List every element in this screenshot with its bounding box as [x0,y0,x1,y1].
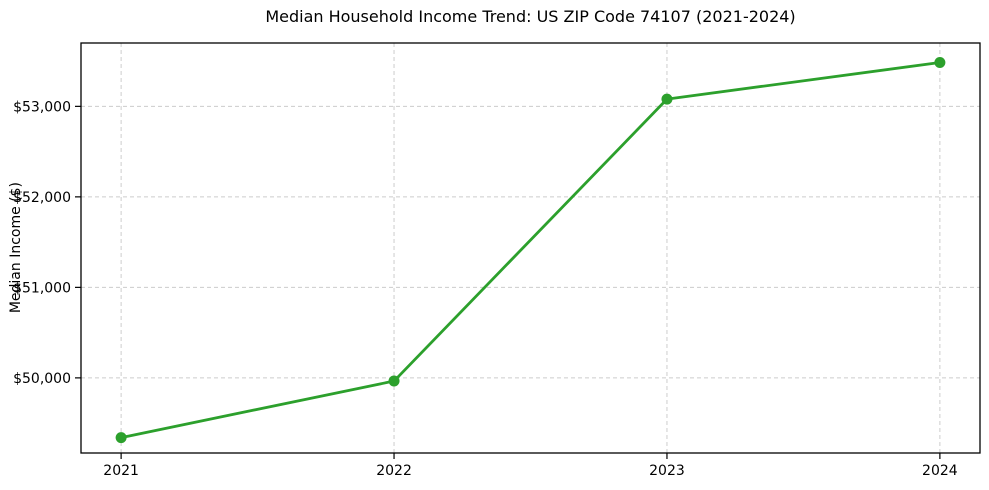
data-point [388,375,400,387]
y-tick-label: $53,000 [13,99,71,115]
x-tick-label: 2022 [376,463,412,479]
y-tick-label: $52,000 [13,190,71,206]
x-tick-label: 2021 [103,463,139,479]
x-tick-label: 2023 [649,463,685,479]
y-tick-label: $50,000 [13,371,71,387]
plot-border [80,42,981,454]
data-point [115,432,127,444]
trend-line [119,61,942,440]
x-tick-label: 2024 [922,463,958,479]
y-tick-label: $51,000 [13,280,71,296]
chart-title: Median Household Income Trend: US ZIP Co… [265,7,796,26]
data-point [661,93,673,105]
data-point [934,56,946,68]
